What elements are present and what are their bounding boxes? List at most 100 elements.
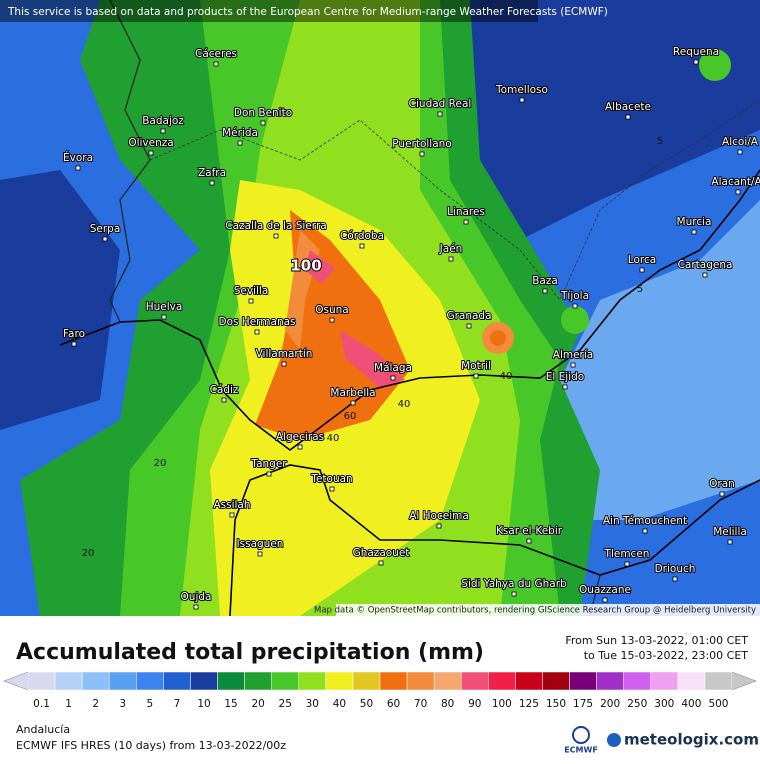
scale-swatch xyxy=(81,671,110,691)
place-marker xyxy=(266,471,272,477)
scale-label: 30 xyxy=(306,698,319,710)
scale-swatch xyxy=(433,671,462,691)
place-label: Requena xyxy=(673,46,719,58)
scale-swatch xyxy=(298,671,327,691)
place-marker xyxy=(463,219,469,225)
scale-label: 300 xyxy=(654,698,674,710)
scale-swatch xyxy=(596,671,624,691)
rain-area xyxy=(490,330,506,346)
place-label: Sidi Yahya du Gharb xyxy=(461,578,567,590)
sea-light xyxy=(560,200,760,520)
period-end: to Tue 15-03-2022, 23:00 CET xyxy=(584,649,749,662)
place-marker xyxy=(570,362,576,368)
place-label: Serpa xyxy=(90,223,121,235)
scale-swatch xyxy=(379,671,408,691)
place-marker xyxy=(75,165,81,171)
scale-swatch xyxy=(136,671,164,691)
contour-label: 100 xyxy=(290,257,321,275)
contour-label: 5 xyxy=(637,284,643,295)
contour-label: 60 xyxy=(344,411,357,422)
notice: This service is based on data and produc… xyxy=(7,6,608,18)
place-label: Tomelloso xyxy=(495,84,548,96)
scale-label: 0.1 xyxy=(33,698,50,710)
place-label: Oran xyxy=(709,478,735,490)
place-label: Jaén xyxy=(439,243,463,255)
place-marker xyxy=(419,151,425,157)
place-label: Villamartín xyxy=(256,348,313,360)
scale-label: 25 xyxy=(279,698,292,710)
scale-swatch xyxy=(163,671,191,691)
scale-label: 40 xyxy=(333,698,346,710)
coastline xyxy=(229,464,760,617)
place-marker xyxy=(193,604,199,610)
place-label: Murcia xyxy=(677,216,712,228)
rain-area xyxy=(561,306,589,334)
scale-label: 2 xyxy=(92,698,99,710)
place-marker xyxy=(727,539,733,545)
scale-label: 200 xyxy=(600,698,620,710)
scale-label: 80 xyxy=(441,698,454,710)
place-label: Ghazaouet xyxy=(353,547,410,559)
place-marker xyxy=(213,61,219,67)
place-label: Olivenza xyxy=(128,137,173,149)
place-marker xyxy=(257,551,263,557)
place-label: Ain Témouchent xyxy=(603,515,687,527)
rain-area xyxy=(0,170,120,430)
contour-label: 5 xyxy=(657,136,663,147)
place-marker xyxy=(161,314,167,320)
rain-area xyxy=(255,210,410,440)
place-label: Cáceres xyxy=(195,48,237,60)
contour-label: 40 xyxy=(327,433,340,444)
place-marker xyxy=(329,317,335,323)
place-marker xyxy=(148,150,154,156)
place-marker xyxy=(436,523,442,529)
place-label: Puertollano xyxy=(392,138,451,150)
place-marker xyxy=(672,576,678,582)
region: Andalucía xyxy=(16,723,70,736)
place-label: Algeciras xyxy=(276,431,324,443)
place-marker xyxy=(350,400,356,406)
place-label: Faro xyxy=(63,328,85,340)
place-marker xyxy=(248,298,254,304)
place-label: Al Hoceima xyxy=(409,510,469,522)
place-marker xyxy=(526,538,532,544)
scale-label: 50 xyxy=(360,698,373,710)
notice-bg xyxy=(0,0,538,22)
place-label: Tlemcen xyxy=(604,548,650,560)
scale-swatch xyxy=(54,671,83,691)
place-marker xyxy=(359,243,365,249)
place-marker xyxy=(297,444,303,450)
scale-label: 90 xyxy=(468,698,481,710)
place-marker xyxy=(625,114,631,120)
place-label: Ciudad Real xyxy=(409,98,472,110)
contour-label: 40 xyxy=(398,399,411,410)
place-label: Zafra xyxy=(198,167,226,179)
place-marker xyxy=(209,180,215,186)
place-marker xyxy=(519,97,525,103)
place-label: Osuna xyxy=(315,304,348,316)
place-marker xyxy=(329,486,335,492)
place-marker xyxy=(702,272,708,278)
place-label: Don Benito xyxy=(234,107,292,119)
scale-label: 250 xyxy=(627,698,647,710)
place-label: Baza xyxy=(532,275,558,287)
place-label: Tanger xyxy=(250,458,287,470)
border xyxy=(109,0,151,323)
place-label: Sevilla xyxy=(234,285,269,297)
border xyxy=(149,99,760,301)
scale-swatch xyxy=(623,671,652,691)
rain-area xyxy=(699,49,731,81)
scale-label: 500 xyxy=(708,698,728,710)
place-marker xyxy=(473,373,479,379)
scale-swatch xyxy=(650,671,679,691)
scale-swatch xyxy=(542,671,570,691)
meteologix-logo: meteologix.com xyxy=(624,731,759,749)
place-label: Albacete xyxy=(605,101,651,113)
place-label: Ksar-el-Kebir xyxy=(496,525,563,537)
place-label: Granada xyxy=(446,310,491,322)
place-label: Oujda xyxy=(181,591,212,603)
place-marker xyxy=(719,491,725,497)
scale-swatch xyxy=(190,671,218,691)
place-marker xyxy=(237,140,243,146)
place-marker xyxy=(378,560,384,566)
